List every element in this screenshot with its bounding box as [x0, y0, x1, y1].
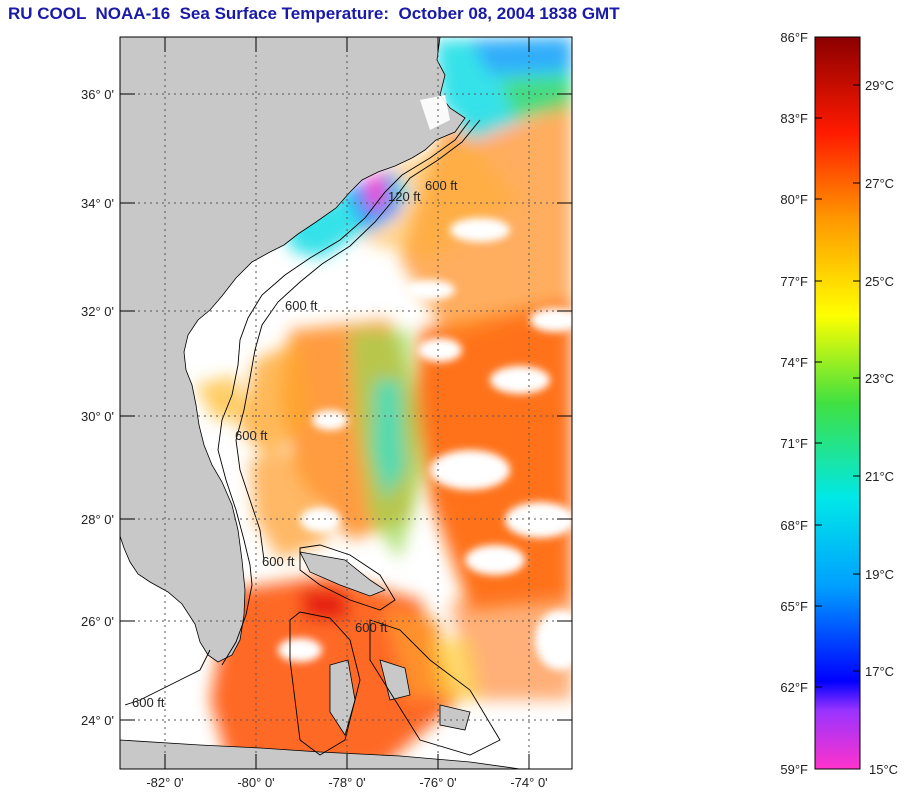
colorbar-f-label: 77°F — [780, 274, 808, 289]
contour-label: 600 ft — [285, 298, 318, 313]
colorbar-f-labels: 86°F 83°F 80°F 77°F 74°F 71°F 68°F 65°F … — [780, 30, 808, 777]
contour-label: 120 ft — [388, 189, 421, 204]
colorbar-c-labels: 29°C 27°C 25°C 23°C 21°C 19°C 17°C 15°C — [865, 78, 898, 777]
contour-label: 600 ft — [262, 554, 295, 569]
colorbar-f-label: 68°F — [780, 518, 808, 533]
colorbar-c-label: 25°C — [865, 274, 894, 289]
colorbar-f-label: 59°F — [780, 762, 808, 777]
colorbar-c-label: 27°C — [865, 176, 894, 191]
colorbar-f-label: 74°F — [780, 355, 808, 370]
lat-tick-marks — [120, 93, 572, 721]
lon-tick-marks — [164, 37, 530, 769]
lat-label: 24° 0' — [81, 713, 114, 728]
colorbar: 86°F 83°F 80°F 77°F 74°F 71°F 68°F 65°F … — [780, 30, 898, 777]
lat-label: 34° 0' — [81, 196, 114, 211]
colorbar-c-label: 19°C — [865, 567, 894, 582]
contours — [124, 119, 501, 756]
colorbar-c-label: 15°C — [869, 762, 898, 777]
lon-label: -80° 0' — [237, 775, 274, 790]
contour-label: 600 ft — [355, 620, 388, 635]
lat-label: 30° 0' — [81, 409, 114, 424]
contour-label: 600 ft — [425, 178, 458, 193]
lon-label: -74° 0' — [510, 775, 547, 790]
colorbar-f-ticks — [815, 36, 822, 770]
colorbar-c-label: 29°C — [865, 78, 894, 93]
lon-labels: -82° 0' -80° 0' -78° 0' -76° 0' -74° 0' — [146, 775, 547, 790]
colorbar-f-label: 80°F — [780, 192, 808, 207]
lon-label: -82° 0' — [146, 775, 183, 790]
contour-label-group: 600 ft 120 ft 600 ft 600 ft 600 ft 600 f… — [132, 178, 458, 710]
land-mass — [120, 37, 466, 663]
colorbar-f-label: 62°F — [780, 680, 808, 695]
colorbar-scale — [814, 36, 861, 770]
plot-frame — [119, 36, 573, 770]
lon-label: -76° 0' — [419, 775, 456, 790]
contour-label: 600 ft — [132, 695, 165, 710]
colorbar-c-label: 21°C — [865, 469, 894, 484]
colorbar-c-label: 23°C — [865, 371, 894, 386]
lat-label: 36° 0' — [81, 87, 114, 102]
colorbar-f-label: 71°F — [780, 436, 808, 451]
map-title: RU COOL NOAA-16 Sea Surface Temperature:… — [8, 4, 620, 23]
colorbar-c-label: 17°C — [865, 664, 894, 679]
pamlico-sound — [420, 95, 450, 130]
contour-label: 600 ft — [235, 428, 268, 443]
colorbar-f-label: 86°F — [780, 30, 808, 45]
colorbar-f-label: 65°F — [780, 599, 808, 614]
colorbar-f-label: 83°F — [780, 111, 808, 126]
colorbar-c-ticks — [853, 84, 860, 770]
plot-area: 600 ft 120 ft 600 ft 600 ft 600 ft 600 f… — [120, 37, 572, 769]
cloud-speckle — [278, 218, 572, 670]
lat-label: 26° 0' — [81, 614, 114, 629]
graticule — [120, 37, 572, 769]
lat-label: 28° 0' — [81, 512, 114, 527]
lat-label: 32° 0' — [81, 304, 114, 319]
lon-label: -78° 0' — [328, 775, 365, 790]
lat-labels: 36° 0' 34° 0' 32° 0' 30° 0' 28° 0' 26° 0… — [81, 87, 114, 728]
